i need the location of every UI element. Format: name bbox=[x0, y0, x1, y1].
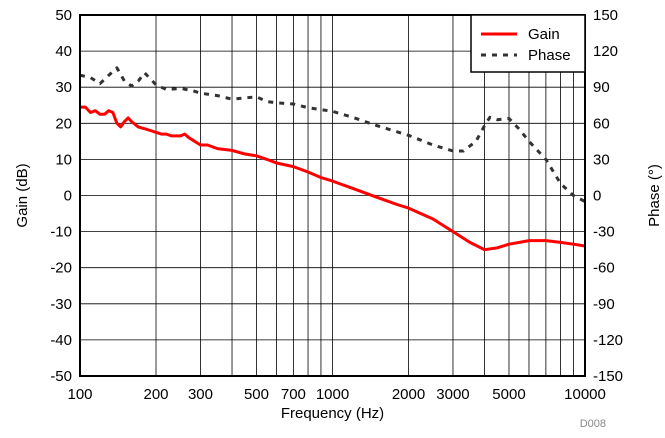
x-tick-label: 2000 bbox=[392, 386, 425, 403]
plot-area-frame bbox=[79, 14, 586, 377]
right-y-tick-label: 90 bbox=[593, 79, 610, 96]
legend-box bbox=[470, 14, 586, 73]
x-tick-label: 3000 bbox=[436, 386, 469, 403]
series-line-gain bbox=[80, 105, 586, 252]
legend-label-phase: Phase bbox=[528, 47, 571, 64]
right-y-axis-title: Phase (°) bbox=[646, 164, 663, 227]
x-tick-label: 10000 bbox=[564, 386, 606, 403]
x-axis-title: Frequency (Hz) bbox=[281, 405, 384, 422]
right-y-tick-label: 60 bbox=[593, 115, 610, 132]
left-y-tick-label: -50 bbox=[50, 368, 72, 385]
grid bbox=[80, 15, 585, 376]
x-tick-label: 700 bbox=[281, 386, 306, 403]
right-y-tick-label: 30 bbox=[593, 151, 610, 168]
x-tick-label: 5000 bbox=[492, 386, 525, 403]
left-y-axis-title: Gain (dB) bbox=[14, 163, 31, 227]
right-y-tick-label: -90 bbox=[593, 296, 615, 313]
legend-label-gain: Gain bbox=[528, 26, 560, 43]
left-y-tick-label: -20 bbox=[50, 260, 72, 277]
tick-labels: 100 200 300 500 700 1000 2000 3000 5000 100005040… bbox=[50, 7, 623, 403]
right-y-tick-label: -30 bbox=[593, 224, 615, 241]
right-y-tick-label: 120 bbox=[593, 43, 618, 60]
x-tick-label: 200 bbox=[143, 386, 168, 403]
left-y-tick-label: 0 bbox=[64, 188, 72, 205]
left-y-tick-label: -30 bbox=[50, 296, 72, 313]
right-y-tick-label: -60 bbox=[593, 260, 615, 277]
right-y-tick-label: 150 bbox=[593, 7, 618, 24]
left-y-tick-label: 30 bbox=[55, 79, 72, 96]
right-y-tick-label: -150 bbox=[593, 368, 623, 385]
left-y-tick-label: -10 bbox=[50, 224, 72, 241]
right-y-tick-label: -120 bbox=[593, 332, 623, 349]
figure-id-label: D008 bbox=[580, 418, 606, 430]
legend: Gain Phase bbox=[470, 14, 586, 73]
right-y-tick-label: 0 bbox=[593, 188, 601, 205]
left-y-tick-label: 10 bbox=[55, 151, 72, 168]
left-y-tick-label: -40 bbox=[50, 332, 72, 349]
x-tick-label: 100 bbox=[67, 386, 92, 403]
series-layer bbox=[79, 66, 586, 252]
x-tick-label: 500 bbox=[244, 386, 269, 403]
x-tick-label: 1000 bbox=[316, 386, 349, 403]
left-y-tick-label: 40 bbox=[55, 43, 72, 60]
left-y-tick-label: 50 bbox=[55, 7, 72, 24]
x-tick-label: 300 bbox=[188, 386, 213, 403]
left-y-tick-label: 20 bbox=[55, 115, 72, 132]
